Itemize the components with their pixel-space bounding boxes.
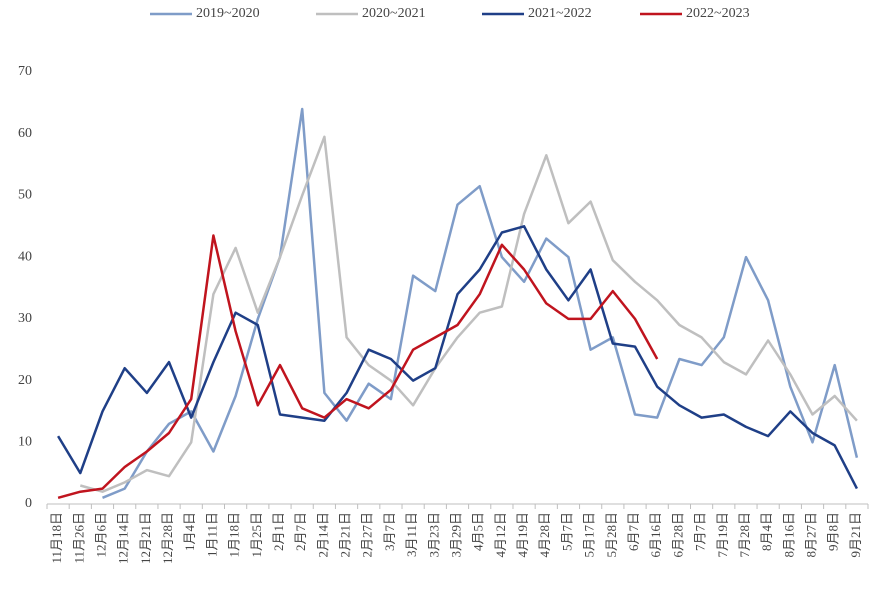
x-tick-label: 1月11日 <box>204 512 219 557</box>
y-tick-label: 70 <box>18 64 32 79</box>
y-tick-label: 0 <box>25 496 32 511</box>
x-tick-label: 2月14日 <box>315 512 330 558</box>
x-tick-label: 3月29日 <box>448 512 463 558</box>
legend-label: 2019~2020 <box>196 6 260 21</box>
x-tick-label: 9月8日 <box>826 512 841 551</box>
x-tick-label: 12月28日 <box>160 512 175 564</box>
x-tick-label: 8月4日 <box>759 512 774 551</box>
x-tick-label: 11月26日 <box>71 512 86 564</box>
series-line <box>57 225 859 490</box>
x-tick-label: 6月28日 <box>670 512 685 558</box>
y-tick-label: 40 <box>18 249 32 264</box>
x-tick-label: 1月4日 <box>182 512 197 551</box>
x-tick-label: 4月28日 <box>537 512 552 558</box>
series-line <box>57 234 659 500</box>
y-tick-label: 30 <box>18 311 32 326</box>
x-tick-label: 3月7日 <box>382 512 397 551</box>
x-tick-label: 6月16日 <box>648 512 663 558</box>
x-tick-label: 3月23日 <box>426 512 441 558</box>
x-tick-label: 12月14日 <box>116 512 131 564</box>
legend-label: 2020~2021 <box>362 6 426 21</box>
x-tick-label: 5月7日 <box>559 512 574 551</box>
x-tick-label: 8月27日 <box>804 512 819 558</box>
x-tick-label: 12月6日 <box>93 512 108 558</box>
y-tick-label: 50 <box>18 188 32 203</box>
x-tick-label: 6月7日 <box>626 512 641 551</box>
y-tick-label: 20 <box>18 373 32 388</box>
x-tick-label: 2月1日 <box>271 512 286 551</box>
x-tick-label: 1月18日 <box>227 512 242 558</box>
y-tick-label: 60 <box>18 126 32 141</box>
x-tick-label: 7月19日 <box>715 512 730 558</box>
x-tick-label: 12月21日 <box>138 512 153 564</box>
x-tick-label: 7月7日 <box>693 512 708 551</box>
x-tick-label: 5月28日 <box>604 512 619 558</box>
x-tick-label: 2月27日 <box>360 512 375 558</box>
series-line <box>102 107 859 499</box>
legend-label: 2021~2022 <box>528 6 592 21</box>
x-tick-label: 2月21日 <box>338 512 353 558</box>
x-tick-label: 3月11日 <box>404 512 419 557</box>
x-tick-label: 11月18日 <box>49 512 64 564</box>
x-tick-label: 9月21日 <box>848 512 863 558</box>
legend-label: 2022~2023 <box>686 6 750 21</box>
series-line <box>79 135 858 493</box>
x-tick-label: 5月17日 <box>582 512 597 558</box>
y-tick-label: 10 <box>18 435 32 450</box>
x-tick-label: 8月16日 <box>781 512 796 558</box>
x-tick-label: 4月12日 <box>493 512 508 558</box>
x-tick-label: 4月5日 <box>471 512 486 551</box>
x-tick-label: 1月25日 <box>249 512 264 558</box>
x-tick-label: 2月7日 <box>293 512 308 551</box>
x-tick-label: 4月19日 <box>515 512 530 558</box>
x-tick-label: 7月28日 <box>737 512 752 558</box>
